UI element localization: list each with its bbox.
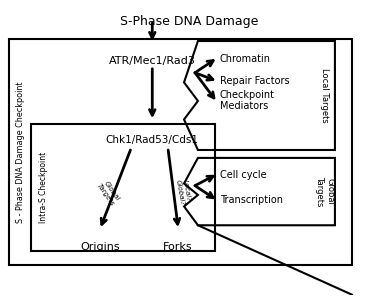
Bar xyxy=(9,39,352,265)
Text: Global
Targets: Global Targets xyxy=(315,176,335,207)
Text: Chromatin: Chromatin xyxy=(220,54,271,64)
Text: Checkpoint
Mediators: Checkpoint Mediators xyxy=(220,90,275,111)
Text: Cell cycle: Cell cycle xyxy=(220,170,266,180)
Text: Forks: Forks xyxy=(163,242,193,252)
Text: Repair Factors: Repair Factors xyxy=(220,76,290,86)
Bar xyxy=(31,124,215,251)
Text: Chk1/Rad53/Cds1: Chk1/Rad53/Cds1 xyxy=(106,135,199,145)
Text: ATR/Mec1/Rad3: ATR/Mec1/Rad3 xyxy=(109,56,196,66)
Text: S - Phase DNA Damage Checkpoint: S - Phase DNA Damage Checkpoint xyxy=(16,81,25,223)
Text: Intra-S Checkpoint: Intra-S Checkpoint xyxy=(39,152,48,223)
Text: Global
Targets: Global Targets xyxy=(96,178,121,207)
Text: Local?
Global?: Local? Global? xyxy=(174,178,192,206)
Text: Origins: Origins xyxy=(81,242,121,252)
Text: S-Phase DNA Damage: S-Phase DNA Damage xyxy=(120,15,258,28)
Text: Transcription: Transcription xyxy=(220,194,283,205)
Text: Local Targets: Local Targets xyxy=(321,68,329,123)
